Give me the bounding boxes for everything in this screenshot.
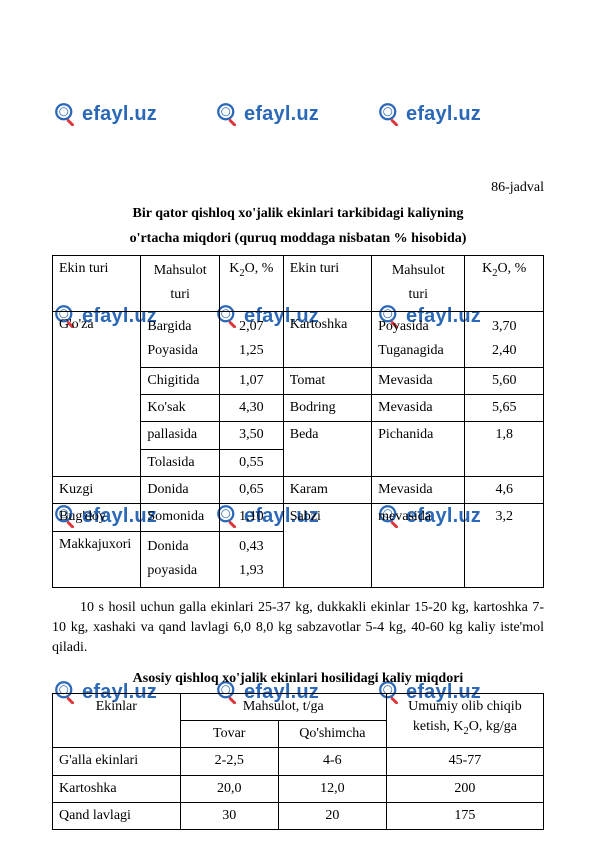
table-cell: Ko'sak	[141, 395, 220, 422]
table-cell: Beda	[283, 422, 371, 477]
table-cell: 4-6	[278, 748, 386, 775]
table-cell: Bodring	[283, 395, 371, 422]
t2-h-qoshimcha: Qo'shimcha	[278, 721, 386, 748]
table-cell: 12,0	[278, 775, 386, 802]
table-cell: 175	[386, 803, 543, 830]
t1-h-k2o-r: K2O, %	[465, 255, 544, 311]
table-cell: Qand lavlagi	[53, 803, 181, 830]
table-2: Ekinlar Mahsulot, t/ga Umumiy olib chiqi…	[52, 693, 544, 830]
table-cell: mevasida	[372, 504, 465, 587]
page-content: 86-jadval Bir qator qishloq xo'jalik eki…	[0, 0, 596, 842]
table-cell: 20,0	[180, 775, 278, 802]
table-cell: 3,70 2,40	[465, 311, 544, 367]
table-cell: Mevasida	[372, 395, 465, 422]
table-cell: Pichanida	[372, 422, 465, 477]
table-cell: 2,07 1,25	[219, 311, 283, 367]
table1-title: Bir qator qishloq xo'jalik ekinlari tark…	[52, 204, 544, 224]
table-number-label: 86-jadval	[52, 178, 544, 198]
table-cell: 0,65	[219, 477, 283, 504]
table-cell: 2-2,5	[180, 748, 278, 775]
table-cell: Mevasida	[372, 477, 465, 504]
t1-h-k2o-l: K2O, %	[219, 255, 283, 311]
table-cell: G'o'za	[53, 311, 141, 476]
table-cell: Kartoshka	[53, 775, 181, 802]
t1-h-mahsulot-l: Mahsulotturi	[141, 255, 220, 311]
t2-h-umumiy: Umumiy olib chiqib ketish, K2O, kg/ga	[386, 693, 543, 748]
table-cell: 5,65	[465, 395, 544, 422]
table-cell: 0,43 1,93	[219, 531, 283, 587]
table-cell: 1,10	[219, 504, 283, 531]
table-1: Ekin turi Mahsulotturi K2O, % Ekin turi …	[52, 255, 544, 588]
t1-h-mahsulot-r: Mahsulotturi	[372, 255, 465, 311]
table-cell: Somonida	[141, 504, 220, 531]
table-cell: 1,8	[465, 422, 544, 477]
table-cell: Tomat	[283, 367, 371, 394]
table-cell: Poyasida Tuganagida	[372, 311, 465, 367]
table-cell: 3,50	[219, 422, 283, 449]
table-cell: 0,55	[219, 449, 283, 476]
t1-h-ekinturi-r: Ekin turi	[283, 255, 371, 311]
paragraph: 10 s hosil uchun galla ekinlari 25-37 kg…	[52, 598, 544, 659]
table-cell: Donida	[141, 477, 220, 504]
table-cell: pallasida	[141, 422, 220, 449]
table-cell: 20	[278, 803, 386, 830]
table-cell: 3,2	[465, 504, 544, 587]
table-cell: Bug'doy	[53, 504, 141, 531]
table-cell: 200	[386, 775, 543, 802]
t2-h-tovar: Tovar	[180, 721, 278, 748]
table-cell: Tolasida	[141, 449, 220, 476]
table-cell: 45-77	[386, 748, 543, 775]
table-cell: Mevasida	[372, 367, 465, 394]
table-cell: Chigitida	[141, 367, 220, 394]
table-cell: Kuzgi	[53, 477, 141, 504]
table-cell: 4,30	[219, 395, 283, 422]
table-cell: Bargida Poyasida	[141, 311, 220, 367]
table-cell: 1,07	[219, 367, 283, 394]
table1-subtitle: o'rtacha miqdori (quruq moddaga nisbatan…	[52, 229, 544, 249]
table2-title: Asosiy qishloq xo'jalik ekinlari hosilid…	[52, 669, 544, 689]
table-cell: 5,60	[465, 367, 544, 394]
table-cell: Makkajuxori	[53, 531, 141, 587]
table-cell: Karam	[283, 477, 371, 504]
t2-h-mahsulot: Mahsulot, t/ga	[180, 693, 386, 720]
table-cell: Sabzi	[283, 504, 371, 587]
t1-h-ekinturi-l: Ekin turi	[53, 255, 141, 311]
table-cell: Donida poyasida	[141, 531, 220, 587]
table-cell: G'alla ekinlari	[53, 748, 181, 775]
table-cell: Kartoshka	[283, 311, 371, 367]
table-cell: 30	[180, 803, 278, 830]
t2-h-ekinlar: Ekinlar	[53, 693, 181, 748]
table-cell: 4,6	[465, 477, 544, 504]
